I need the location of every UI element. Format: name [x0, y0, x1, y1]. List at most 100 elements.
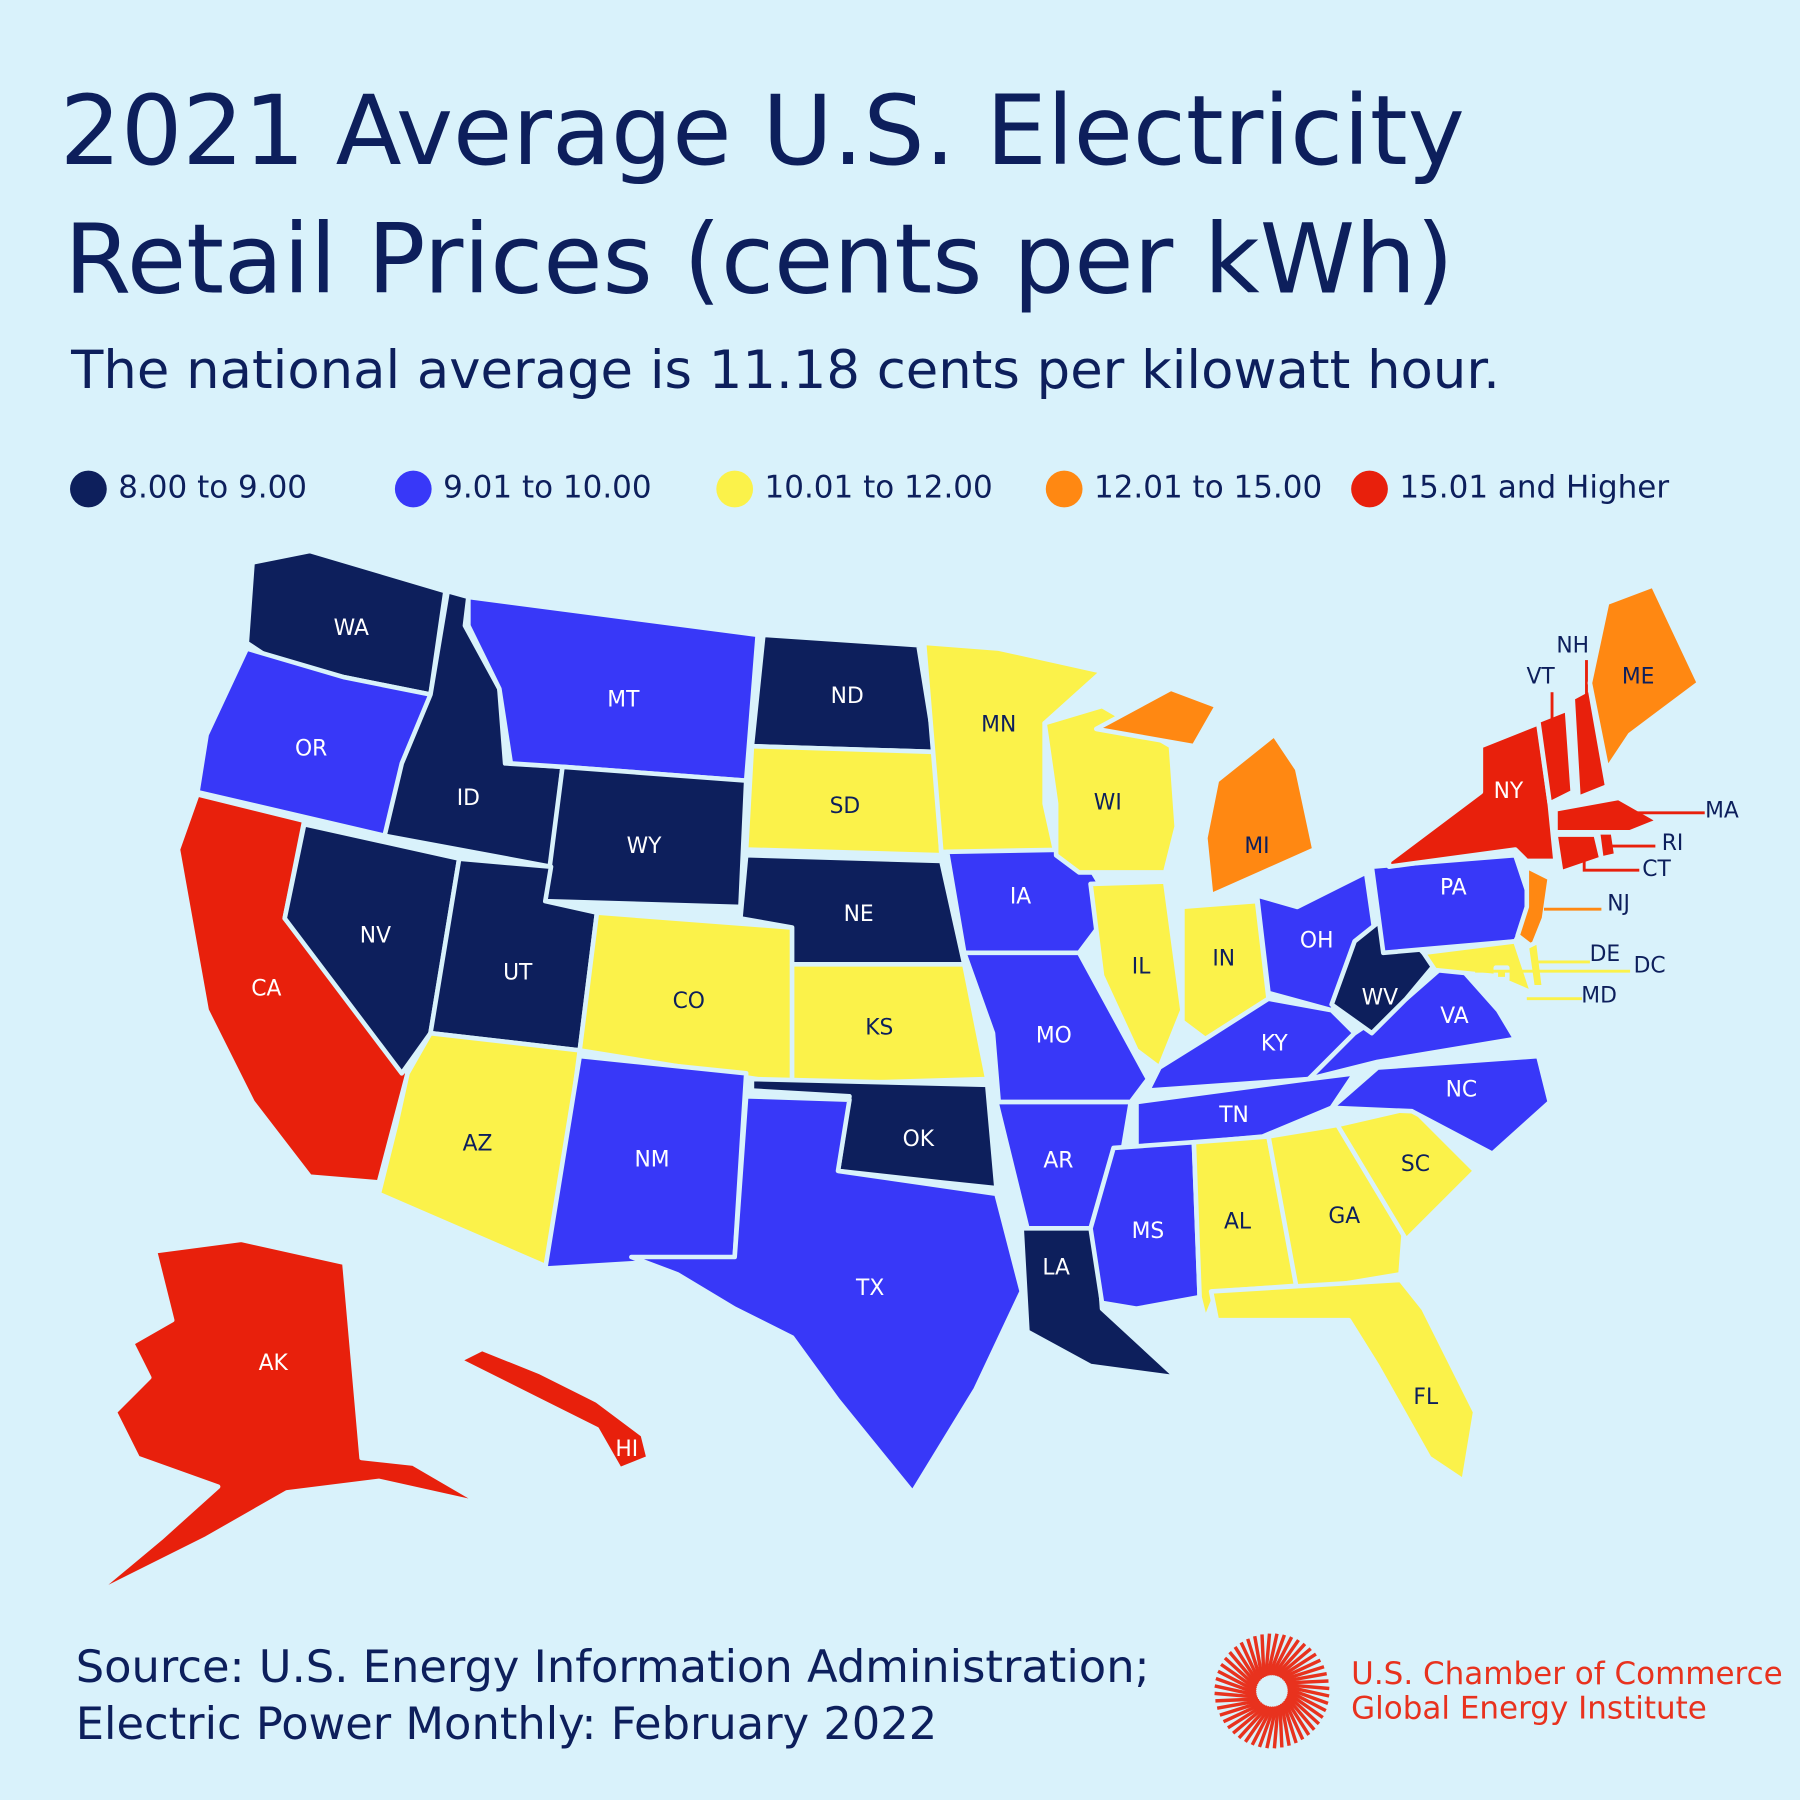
logo-ray — [1237, 1705, 1270, 1740]
state-shape — [743, 743, 944, 858]
state-label: AR — [1043, 1149, 1073, 1174]
state-label: WA — [334, 616, 369, 641]
logo-ray — [1253, 1635, 1264, 1679]
state-shape — [1369, 852, 1535, 956]
logo-ray — [1214, 1684, 1257, 1697]
logo-ray — [1274, 1642, 1307, 1677]
state-label: MO — [1036, 1024, 1072, 1049]
state: NM — [542, 1053, 749, 1271]
logo-ray — [1286, 1691, 1324, 1719]
state-label: CT — [1642, 857, 1671, 882]
logo-ray — [1227, 1703, 1265, 1730]
state: MS — [1088, 1139, 1202, 1311]
logo-ray — [1223, 1656, 1258, 1689]
state-shape — [376, 1030, 583, 1271]
state: OR — [195, 646, 433, 839]
state: SD — [743, 743, 944, 858]
state: RI — [1595, 829, 1683, 861]
state-shape — [1145, 996, 1357, 1093]
logo-ray — [1279, 1652, 1317, 1679]
state: AZ — [376, 1030, 583, 1271]
state-label: FL — [1413, 1385, 1439, 1410]
state-label: ME — [1622, 664, 1655, 689]
logo-text: U.S. Chamber of Commerce — [1351, 1656, 1783, 1692]
state: NV — [282, 821, 462, 1076]
state-label: IA — [1010, 885, 1031, 910]
legend-swatch — [716, 470, 754, 508]
state: ME — [1587, 583, 1702, 772]
state-label: GA — [1328, 1204, 1360, 1229]
title: 2021 Average U.S. Electricity — [60, 75, 1465, 187]
legend-swatch — [70, 470, 107, 508]
state-shape — [466, 594, 760, 783]
logo-ray — [1287, 1687, 1329, 1706]
state-label: MI — [1244, 834, 1269, 859]
state: MI — [1094, 686, 1317, 898]
legend-label: 15.01 and Higher — [1399, 470, 1669, 506]
logo-mark — [1214, 1633, 1330, 1749]
subtitle: The national average is 11.18 cents per … — [70, 340, 1500, 401]
state-label: TN — [1218, 1103, 1249, 1128]
logo-ray — [1278, 1704, 1284, 1748]
logo-ray — [1268, 1634, 1287, 1676]
logo-ray — [1287, 1689, 1327, 1713]
state-label: OR — [295, 737, 327, 762]
title: Retail Prices (cents per kWh) — [64, 204, 1453, 316]
logo-ray — [1270, 1636, 1294, 1676]
state: SC — [1335, 1105, 1478, 1243]
logo-ray — [1260, 1634, 1266, 1678]
logo-ray — [1232, 1704, 1267, 1735]
state-shape — [1386, 720, 1558, 870]
state-shape — [1335, 1105, 1478, 1243]
state-label: AZ — [463, 1132, 493, 1157]
state-label: KY — [1261, 1032, 1289, 1057]
state: VT — [1526, 664, 1576, 806]
legend-swatch — [394, 470, 432, 508]
state: NY — [1386, 720, 1558, 870]
legend-label: 12.01 to 15.00 — [1094, 470, 1322, 506]
state-label: IL — [1132, 955, 1151, 980]
state-shape — [1208, 1277, 1478, 1484]
state-label: AK — [259, 1351, 289, 1376]
state-shape — [456, 1346, 651, 1472]
state: DE — [1524, 939, 1621, 990]
state-shape — [1329, 1053, 1553, 1156]
state-label: MN — [981, 713, 1016, 738]
logo-ray — [1215, 1676, 1257, 1695]
state-label: UT — [503, 960, 533, 985]
state-label: SC — [1401, 1152, 1430, 1177]
logo-ray — [1281, 1701, 1298, 1744]
state-shape — [1535, 707, 1576, 806]
logo-ray — [1250, 1706, 1274, 1746]
logo-ray — [1222, 1702, 1263, 1724]
state: KY — [1145, 996, 1357, 1093]
state-label: CA — [251, 977, 281, 1002]
logo-ray — [1285, 1695, 1316, 1731]
state: MT — [466, 594, 760, 783]
logo-ray — [1280, 1658, 1322, 1680]
logo-ray — [1220, 1662, 1257, 1691]
state: ND — [749, 632, 938, 755]
logo-ray — [1216, 1699, 1260, 1710]
logo-ray — [1284, 1698, 1311, 1736]
logo-ray — [1215, 1697, 1259, 1703]
logo-ray — [1280, 1703, 1291, 1747]
logo-ray — [1257, 1706, 1276, 1748]
state-label: DE — [1590, 942, 1621, 967]
state-shape — [1493, 965, 1510, 982]
logo-ray — [1214, 1691, 1258, 1699]
state-label: LA — [1042, 1255, 1070, 1280]
state-label: NV — [360, 924, 391, 949]
state: AK — [89, 1237, 485, 1598]
logo-ray — [1228, 1651, 1259, 1686]
logo-ray — [1284, 1672, 1327, 1683]
state-label: NM — [634, 1148, 669, 1173]
logo-ray — [1265, 1706, 1278, 1749]
state-shape — [1570, 686, 1610, 801]
state-label: OK — [903, 1127, 935, 1152]
map: WA OR CA NV ID MT WY UT CO AZ NM ND SD N… — [89, 548, 1739, 1598]
legend-label: 9.01 to 10.00 — [443, 470, 652, 506]
state-label: MA — [1705, 799, 1739, 824]
state-shape — [789, 961, 990, 1088]
